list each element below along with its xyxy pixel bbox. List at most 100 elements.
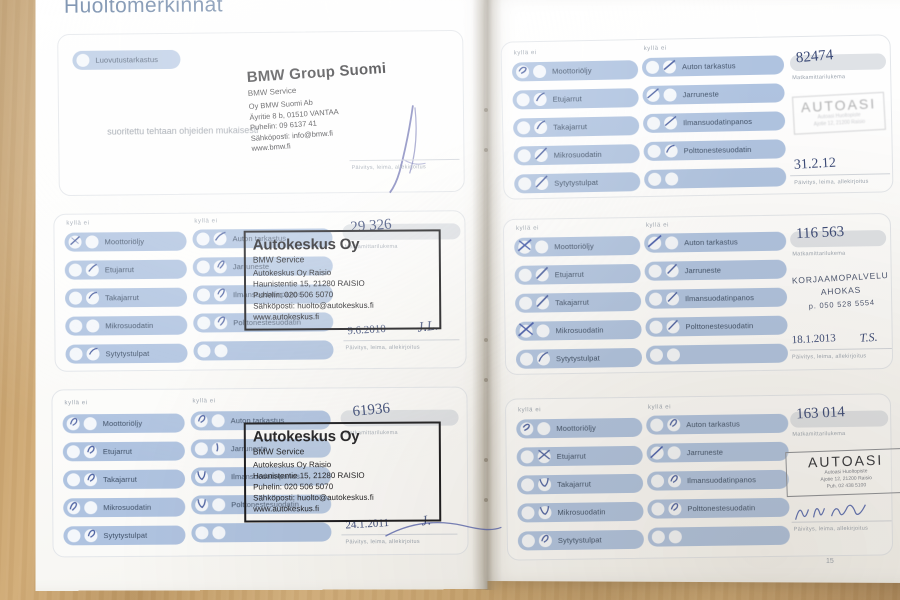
checkbox-no[interactable] <box>83 417 97 431</box>
checkbox-yes[interactable] <box>647 144 661 158</box>
checkbox-no[interactable] <box>538 534 552 548</box>
checkbox-no[interactable] <box>213 231 227 246</box>
checkbox-yes[interactable] <box>649 320 663 334</box>
checkbox-yes[interactable] <box>518 177 532 191</box>
checklist-row[interactable]: Moottoriöljy <box>511 60 639 82</box>
checklist-row-blank[interactable] <box>644 167 787 190</box>
checklist-row[interactable]: Takajarrut <box>64 287 188 308</box>
checkbox-no[interactable] <box>663 88 677 102</box>
checklist-row[interactable]: Takajarrut <box>516 473 644 495</box>
checkbox-no[interactable] <box>538 506 552 520</box>
checkbox-yes[interactable] <box>647 234 662 250</box>
checkbox-yes[interactable] <box>194 442 208 456</box>
checkbox-yes[interactable] <box>649 348 664 362</box>
checklist-row-blank[interactable] <box>191 522 332 543</box>
checklist-row-blank[interactable] <box>647 525 790 547</box>
checkbox-no[interactable] <box>665 172 679 186</box>
checkbox-no[interactable] <box>667 474 682 488</box>
checkbox-no[interactable] <box>85 263 99 277</box>
checkbox-yes[interactable] <box>516 93 530 107</box>
checkbox-no[interactable] <box>534 147 548 163</box>
checkbox-yes[interactable] <box>195 498 209 512</box>
checkbox-no[interactable] <box>535 175 549 191</box>
checkbox-no[interactable] <box>668 530 682 544</box>
checkbox-yes[interactable] <box>650 474 665 488</box>
checkbox-yes[interactable] <box>67 529 81 543</box>
checkbox-no[interactable] <box>666 348 681 362</box>
checkbox-no[interactable] <box>666 319 680 334</box>
checkbox-no[interactable] <box>537 449 551 464</box>
checkbox-no[interactable] <box>211 470 226 484</box>
checkbox-no[interactable] <box>536 324 550 338</box>
delivery-inspection-pill[interactable]: Luovutustarkastus <box>72 49 181 70</box>
checkbox-no[interactable] <box>533 92 547 107</box>
checkbox-no[interactable] <box>211 414 225 428</box>
checklist-row[interactable]: Sytytystulpat <box>514 172 641 194</box>
checklist-row[interactable]: Auton tarkastus <box>644 231 787 253</box>
checkbox-yes[interactable] <box>194 470 209 484</box>
checkbox-no[interactable] <box>85 235 99 249</box>
checklist-row[interactable]: Moottoriöljy <box>62 413 185 434</box>
checkbox-yes[interactable] <box>518 321 535 338</box>
checkbox-no[interactable] <box>86 347 100 361</box>
checklist-row[interactable]: Mikrosuodatin <box>63 497 186 518</box>
checkbox-no[interactable] <box>665 236 679 250</box>
checkbox-yes[interactable] <box>650 418 664 432</box>
checklist-row[interactable]: Etujarrut <box>64 259 187 280</box>
checkbox-yes[interactable] <box>67 473 81 487</box>
checkbox-no[interactable] <box>214 316 228 330</box>
checkbox-yes[interactable] <box>69 347 83 361</box>
checkbox-yes[interactable] <box>197 344 211 358</box>
checkbox-yes[interactable] <box>519 296 533 310</box>
checklist-row[interactable]: Auton tarkastus <box>646 413 789 435</box>
checkbox-yes[interactable] <box>196 288 211 302</box>
checklist-row[interactable]: Jarruneste <box>646 441 789 463</box>
checklist-row[interactable]: Takajarrut <box>62 469 186 490</box>
checkbox-no[interactable] <box>667 418 681 432</box>
checkbox-yes[interactable] <box>521 506 535 520</box>
checklist-row[interactable]: Moottoriöljy <box>64 231 187 252</box>
checklist-row[interactable]: Ilmansuodatinpanos <box>646 469 790 491</box>
checkbox-yes[interactable] <box>520 422 534 436</box>
checkbox-yes[interactable] <box>651 530 665 544</box>
checklist-row[interactable]: Mikrosuodatin <box>65 315 188 336</box>
checklist-row[interactable]: Moottoriöljy <box>514 235 641 257</box>
checkbox-yes[interactable] <box>521 478 535 492</box>
checkbox-yes[interactable] <box>646 116 661 130</box>
checklist-row[interactable]: Auton tarkastus <box>641 55 785 78</box>
checklist-row[interactable]: Jarruneste <box>644 259 787 281</box>
checkbox-yes[interactable] <box>517 149 531 163</box>
checkbox-no[interactable] <box>664 144 678 158</box>
checklist-row[interactable]: Etujarrut <box>516 445 643 467</box>
checkbox-yes[interactable] <box>520 450 534 464</box>
checkbox-no[interactable] <box>535 266 549 282</box>
checklist-row[interactable]: Takajarrut <box>512 116 640 138</box>
checkbox-no[interactable] <box>212 526 226 540</box>
checkbox-yes[interactable] <box>521 534 535 548</box>
checkbox-no[interactable] <box>84 529 98 543</box>
checklist-row[interactable]: Etujarrut <box>512 88 639 110</box>
checklist-row[interactable]: Mikrosuodatin <box>515 319 642 341</box>
checkbox-no[interactable] <box>85 291 100 305</box>
checkbox-no[interactable] <box>84 473 98 487</box>
checkbox-yes[interactable] <box>650 445 664 460</box>
checkbox-yes[interactable] <box>648 292 663 306</box>
checkbox-yes[interactable] <box>645 60 660 74</box>
checkbox-no[interactable] <box>663 115 678 130</box>
checklist-row[interactable]: Polttonestesuodatin <box>643 139 786 162</box>
checkbox-yes[interactable] <box>196 232 210 246</box>
checkbox-yes[interactable] <box>195 526 209 540</box>
checklist-row[interactable]: Mikrosuodatin <box>513 144 640 166</box>
checkbox-no[interactable] <box>665 291 680 306</box>
checkbox-yes[interactable] <box>194 414 208 428</box>
checklist-row[interactable]: Ilmansuodatinpanos <box>642 111 786 134</box>
checkbox-yes[interactable] <box>196 260 210 274</box>
checkbox-no[interactable] <box>83 445 97 459</box>
checkbox-yes[interactable] <box>646 88 660 102</box>
checklist-row-blank[interactable] <box>645 343 789 365</box>
checkbox-no[interactable] <box>86 319 100 333</box>
checkbox-no[interactable] <box>214 344 228 358</box>
checkbox-yes[interactable] <box>519 352 534 366</box>
checkbox-yes[interactable] <box>67 501 81 515</box>
checkbox-no[interactable] <box>212 498 226 512</box>
